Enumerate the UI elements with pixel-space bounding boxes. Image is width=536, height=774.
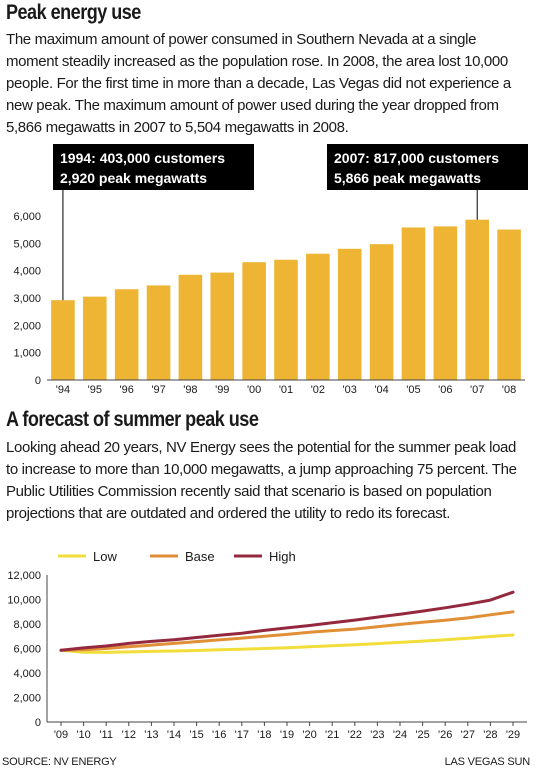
bar-99 <box>210 272 235 380</box>
bar-00 <box>242 262 266 380</box>
x-tick-label: '07 <box>470 384 484 396</box>
x-tick-label: '22 <box>348 729 362 741</box>
x-tick-label: '25 <box>415 729 429 741</box>
x-tick-label: '14 <box>167 729 181 741</box>
x-tick-label: '00 <box>247 384 261 396</box>
y-tick-label: 3,000 <box>13 293 41 305</box>
x-tick-label: '02 <box>311 384 325 396</box>
legend-label-high: High <box>269 549 296 564</box>
y-tick-label: 5,000 <box>13 238 41 250</box>
section-title-forecast: A forecast of summer peak use <box>6 408 259 431</box>
y-tick-label: 0 <box>35 375 41 387</box>
x-tick-label: '24 <box>393 729 407 741</box>
bar-94 <box>51 300 75 380</box>
bar-97 <box>146 285 171 380</box>
x-tick-label: '17 <box>235 729 249 741</box>
x-tick-label: '03 <box>343 384 357 396</box>
x-tick-label: '94 <box>56 384 70 396</box>
series-line-base <box>59 610 515 652</box>
intro-paragraph-forecast: Looking ahead 20 years, NV Energy sees t… <box>6 439 517 522</box>
section-title-peak-energy: Peak energy use <box>6 1 141 24</box>
y-tick-label: 6,000 <box>13 211 41 223</box>
bar-03 <box>337 248 362 380</box>
x-tick-label: '98 <box>183 384 197 396</box>
legend-label-low: Low <box>93 549 117 564</box>
x-tick-label: '06 <box>438 384 452 396</box>
series-line-low <box>59 633 515 654</box>
annotation-box-1 <box>53 144 254 190</box>
series-line-high <box>59 590 515 652</box>
x-tick-label: '95 <box>88 384 102 396</box>
x-tick-label: '96 <box>119 384 133 396</box>
bar-07 <box>465 219 489 380</box>
bar-08 <box>497 229 521 380</box>
bar-05 <box>401 227 426 380</box>
y-tick-label: 12,000 <box>7 570 41 582</box>
intro-paragraph-peak-energy: The maximum amount of power consumed in … <box>6 31 511 136</box>
x-tick-label: '09 <box>54 729 68 741</box>
publisher-credit: LAS VEGAS SUN <box>444 756 531 768</box>
y-tick-label: 4,000 <box>13 266 41 278</box>
x-tick-label: '04 <box>374 384 388 396</box>
x-tick-label: '97 <box>151 384 165 396</box>
legend-label-base: Base <box>185 549 215 564</box>
annotation-box-2 <box>327 144 528 190</box>
y-tick-label: 6,000 <box>13 644 41 656</box>
bar-95 <box>83 296 107 380</box>
y-tick-label: 10,000 <box>7 595 41 607</box>
x-tick-label: '19 <box>280 729 294 741</box>
x-tick-label: '27 <box>461 729 475 741</box>
x-tick-label: '28 <box>483 729 497 741</box>
x-tick-label: '23 <box>370 729 384 741</box>
x-tick-label: '99 <box>215 384 229 396</box>
x-tick-label: '08 <box>502 384 516 396</box>
y-tick-label: 2,000 <box>13 320 41 332</box>
y-tick-label: 4,000 <box>13 668 41 680</box>
forecast-line-chart: 0 2,000 4,000 6,000 8,000 10,000 12,000 '09 '10 '… <box>7 549 527 741</box>
y-tick-label: 2,000 <box>13 693 41 705</box>
x-tick-label: '10 <box>76 729 90 741</box>
annotation-text-1: 2,920 peak megawatts <box>60 170 207 186</box>
bar-02 <box>306 253 330 380</box>
x-tick-label: '21 <box>325 729 339 741</box>
x-tick-label: '26 <box>438 729 452 741</box>
x-tick-label: '15 <box>189 729 203 741</box>
source-credit: SOURCE: NV Energy <box>2 756 117 768</box>
x-tick-label: '12 <box>122 729 136 741</box>
x-tick-label: '29 <box>506 729 520 741</box>
annotation-text-2: 2007: 817,000 customers <box>334 150 499 166</box>
bar-04 <box>369 244 394 380</box>
x-tick-label: '05 <box>406 384 420 396</box>
bar-96 <box>114 289 139 380</box>
x-tick-label: '01 <box>279 384 293 396</box>
peak-energy-bar-chart: 0 1,000 2,000 3,000 4,000 5,000 6,000 '94 '95 '96… <box>13 144 528 396</box>
y-tick-label: 1,000 <box>13 348 41 360</box>
annotation-text-1: 1994: 403,000 customers <box>60 150 225 166</box>
y-tick-label: 0 <box>35 717 41 729</box>
bar-98 <box>178 274 203 380</box>
bar-01 <box>274 259 298 380</box>
x-tick-label: '13 <box>144 729 158 741</box>
annotation-text-2: 5,866 peak megawatts <box>334 170 481 186</box>
x-tick-label: '11 <box>99 729 113 741</box>
bar-06 <box>433 226 458 380</box>
x-tick-label: '16 <box>212 729 226 741</box>
x-tick-label: '18 <box>257 729 271 741</box>
x-tick-label: '20 <box>302 729 316 741</box>
y-tick-label: 8,000 <box>13 619 41 631</box>
